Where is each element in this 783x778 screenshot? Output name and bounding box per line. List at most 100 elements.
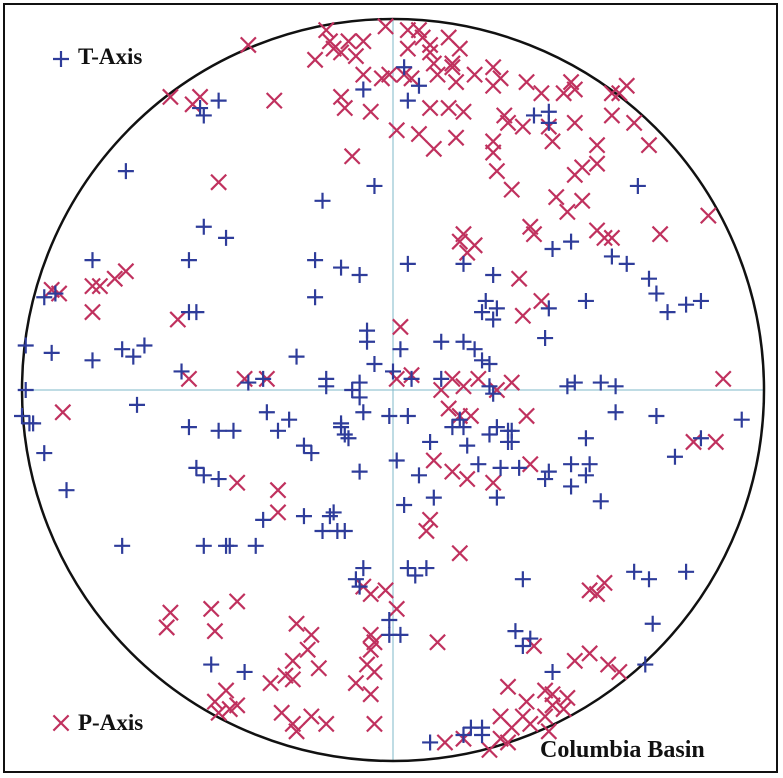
t-axis-point — [351, 266, 368, 283]
p-axis-point — [162, 88, 179, 106]
t-axis-point — [366, 177, 383, 194]
p-axis-point — [210, 704, 228, 722]
p-axis-point — [332, 88, 350, 106]
p-axis-point — [303, 626, 320, 644]
p-axis-point — [91, 277, 109, 295]
t-axis-point — [340, 430, 357, 447]
p-axis-point — [421, 36, 439, 54]
t-axis-point — [399, 255, 416, 272]
p-axis-point — [362, 685, 380, 703]
p-axis-point — [462, 407, 480, 425]
t-axis-point — [125, 348, 142, 365]
t-axis-point — [392, 341, 409, 358]
t-axis-point — [666, 448, 683, 465]
t-axis-point — [399, 407, 416, 424]
t-axis-point — [563, 233, 580, 250]
t-axis-point — [255, 511, 272, 528]
t-axis-point — [540, 463, 557, 480]
t-axis-point — [195, 218, 212, 235]
t-axis-point — [114, 537, 131, 554]
p-axis-point — [443, 58, 461, 76]
t-axis-point — [581, 456, 598, 473]
t-axis-point — [333, 259, 350, 276]
t-axis-point — [410, 77, 427, 94]
t-axis-point — [422, 433, 439, 450]
t-axis-point — [314, 192, 331, 209]
p-axis-point — [558, 203, 576, 221]
t-axis-point — [351, 463, 368, 480]
t-axis-point — [396, 59, 413, 76]
p-axis-point — [210, 173, 228, 191]
p-axis-point — [484, 474, 502, 492]
p-axis-point — [566, 166, 584, 184]
t-axis-point — [333, 419, 350, 436]
p-axis-point — [399, 40, 417, 58]
p-axis-point — [392, 318, 409, 336]
t-axis-point — [607, 378, 624, 395]
t-axis-point — [640, 571, 657, 588]
t-axis-point — [522, 630, 539, 647]
p-axis-point — [440, 400, 458, 417]
p-axis-point — [421, 511, 439, 529]
legend-t-axis-marker — [53, 51, 69, 67]
p-axis-point — [228, 593, 246, 610]
t-axis-point — [433, 333, 450, 350]
t-axis-point — [492, 459, 509, 476]
t-axis-point — [603, 248, 620, 265]
t-axis-point — [307, 289, 324, 306]
t-axis-point — [36, 445, 53, 462]
t-axis-point — [180, 419, 197, 436]
t-axis-point — [503, 433, 520, 450]
p-axis-point — [239, 36, 257, 54]
p-axis-point — [603, 229, 621, 247]
p-axis-point — [236, 370, 253, 388]
p-axis-point — [499, 734, 517, 751]
t-axis-point — [17, 337, 34, 354]
p-axis-point — [336, 99, 354, 117]
p-axis-point — [488, 162, 506, 180]
p-axis-point — [284, 671, 302, 688]
t-axis-point — [36, 289, 53, 306]
p-axis-point — [458, 470, 476, 488]
t-axis-point — [84, 252, 101, 269]
p-axis-point — [43, 281, 61, 299]
t-axis-point — [269, 422, 286, 439]
p-axis-point — [525, 637, 543, 655]
t-axis-point — [459, 437, 476, 454]
p-axis-point — [288, 615, 305, 633]
t-axis-point — [210, 92, 227, 109]
p-axis-point — [469, 370, 487, 388]
t-axis-point — [422, 734, 439, 751]
t-axis-point — [180, 252, 197, 269]
t-axis-point — [470, 456, 487, 473]
legend-t-axis-label: T-Axis — [78, 44, 143, 69]
t-axis-point — [114, 341, 131, 358]
t-axis-point — [336, 426, 353, 443]
p-axis-point — [566, 652, 584, 670]
p-axis-point — [707, 433, 725, 451]
t-axis-point — [537, 471, 554, 488]
p-axis-point — [354, 66, 372, 84]
region-label: Columbia Basin — [540, 737, 705, 763]
p-axis-point — [588, 136, 606, 154]
p-axis-point — [699, 207, 717, 225]
t-axis-point — [511, 459, 528, 476]
t-axis-point — [410, 467, 427, 484]
p-axis-point — [429, 66, 446, 84]
t-axis-point — [136, 337, 153, 354]
t-axis-point — [540, 300, 557, 317]
t-axis-point — [485, 311, 502, 328]
p-axis-point — [521, 455, 539, 473]
p-axis-point — [206, 622, 224, 640]
t-axis-point — [303, 445, 320, 462]
p-axis-point — [714, 370, 732, 388]
p-axis-point — [388, 370, 406, 388]
p-axis-point — [455, 103, 472, 121]
p-axis-point — [403, 69, 420, 87]
p-axis-point — [451, 40, 469, 58]
t-axis-point — [425, 489, 442, 506]
p-axis-point — [447, 129, 465, 147]
t-axis-point — [351, 389, 368, 406]
p-axis-point — [265, 92, 283, 109]
